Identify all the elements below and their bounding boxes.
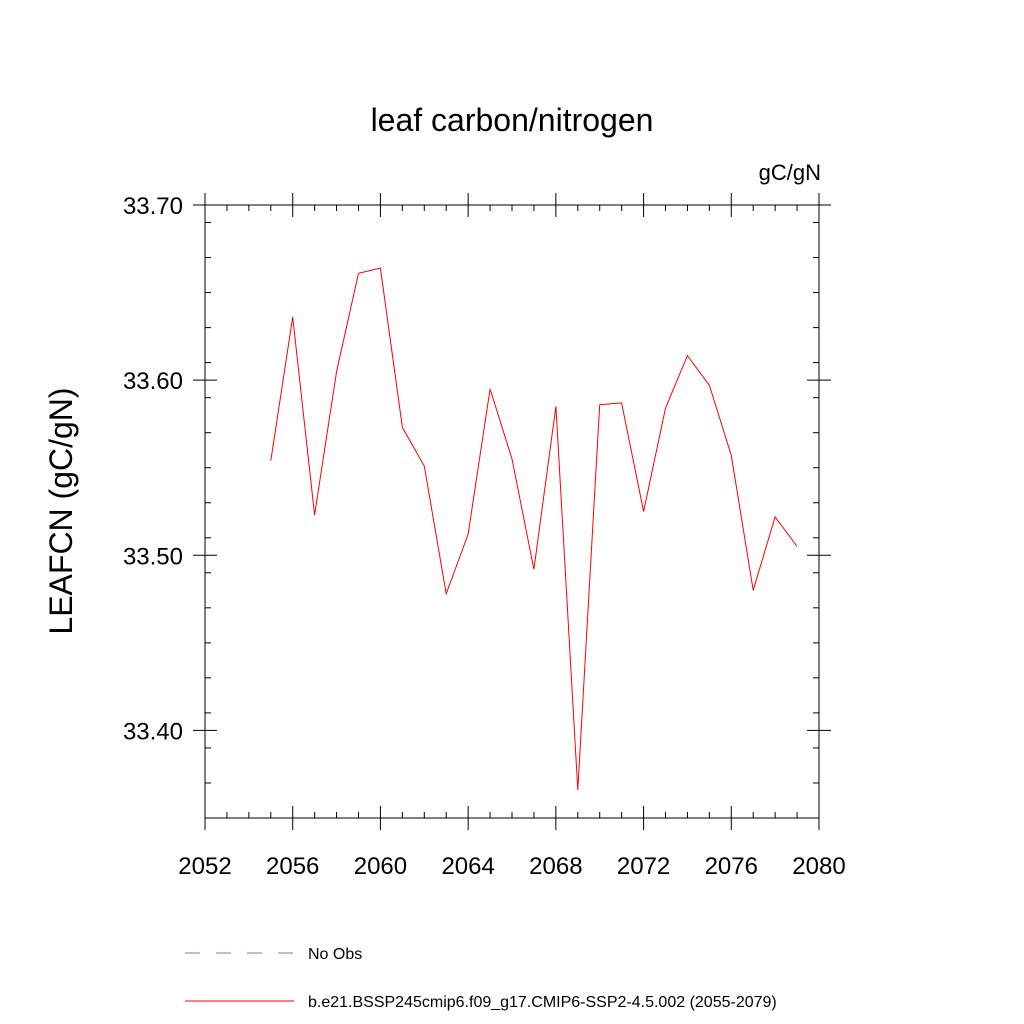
tick-labels: 33.40 33.50 33.60 33.70 2052 2056 2060 2064 2068…	[123, 193, 846, 880]
legend: No Obs b.e21.BSSP245cmip6.f09_g17.CMIP6-S…	[185, 946, 777, 1011]
chart-title: leaf carbon/nitrogen	[371, 102, 654, 138]
legend-label-0: No Obs	[308, 946, 362, 963]
y-tick-label: 33.40	[123, 718, 183, 745]
series-line-0	[270, 267, 798, 791]
x-tick-label: 2056	[266, 853, 319, 880]
series-lines	[270, 267, 798, 791]
x-tick-label: 2072	[617, 853, 670, 880]
x-tick-label: 2080	[792, 853, 845, 880]
x-tick-label: 2064	[441, 853, 494, 880]
y-axis-title: LEAFCN (gC/gN)	[43, 387, 79, 634]
axis-ticks	[193, 193, 831, 830]
y-tick-label: 33.50	[123, 543, 183, 570]
legend-label-1: b.e21.BSSP245cmip6.f09_g17.CMIP6-SSP2-4.…	[308, 994, 777, 1011]
x-tick-label: 2068	[529, 853, 582, 880]
x-tick-label: 2060	[354, 853, 407, 880]
y-tick-label: 33.70	[123, 193, 183, 220]
plot-frame	[204, 204, 820, 819]
units-label: gC/gN	[759, 160, 821, 185]
y-tick-label: 33.60	[123, 368, 183, 395]
x-tick-label: 2076	[705, 853, 758, 880]
x-tick-label: 2052	[178, 853, 231, 880]
